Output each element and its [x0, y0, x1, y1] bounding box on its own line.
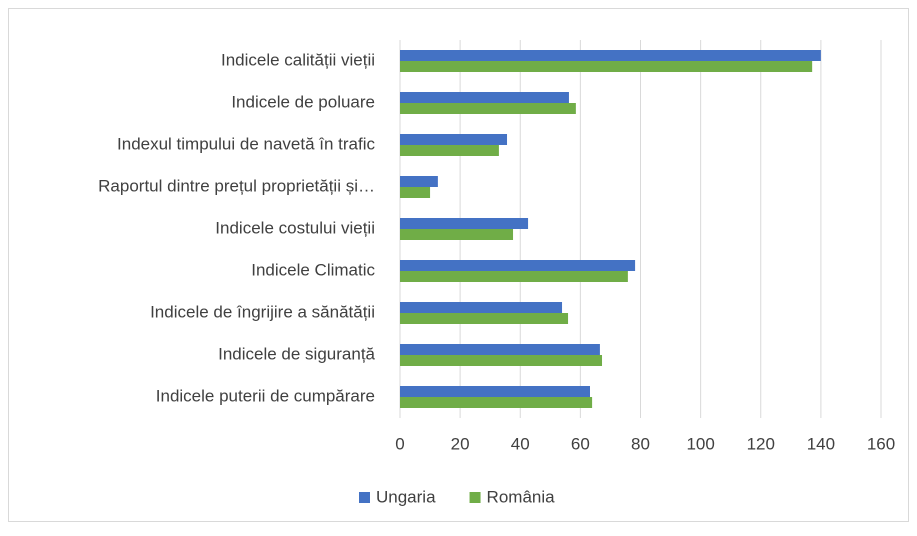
y-tick-label: Raportul dintre prețul proprietății și…	[98, 176, 375, 195]
bar	[400, 61, 813, 72]
y-tick-label: Indicele de siguranță	[218, 344, 375, 363]
x-tick-label: 0	[395, 434, 404, 453]
bar	[400, 313, 569, 324]
bar	[400, 397, 593, 408]
bar	[400, 355, 603, 366]
y-tick-label: Indexul timpului de navetă în trafic	[117, 134, 375, 153]
bar	[400, 386, 590, 397]
x-tick-label: 40	[511, 434, 530, 453]
x-tick-label: 100	[686, 434, 714, 453]
bar	[400, 344, 600, 355]
x-tick-label: 60	[571, 434, 590, 453]
bar	[400, 271, 628, 282]
bar	[400, 218, 529, 229]
bar	[400, 229, 514, 240]
bar	[400, 187, 431, 198]
x-tick-label: 20	[451, 434, 470, 453]
x-tick-label: 140	[807, 434, 835, 453]
bar	[400, 92, 569, 103]
y-tick-label: Indicele costului vieții	[215, 218, 375, 237]
y-tick-label: Indicele calității vieții	[221, 50, 375, 69]
legend-label: România	[487, 487, 556, 506]
bar	[400, 176, 438, 187]
y-tick-label: Indicele de poluare	[231, 92, 375, 111]
y-tick-label: Indicele Climatic	[251, 260, 375, 279]
x-tick-label: 160	[867, 434, 895, 453]
legend-label: Ungaria	[376, 487, 436, 506]
bar	[400, 302, 563, 313]
bar	[400, 145, 499, 156]
y-tick-label: Indicele puterii de cumpărare	[156, 386, 375, 405]
legend-swatch	[469, 492, 481, 503]
bar	[400, 50, 821, 61]
x-tick-label: 120	[747, 434, 775, 453]
y-tick-label: Indicele de îngrijire a sănătății	[150, 302, 375, 321]
bar	[400, 260, 636, 271]
bar	[400, 134, 508, 145]
bar	[400, 103, 576, 114]
x-tick-label: 80	[631, 434, 650, 453]
legend-swatch	[359, 492, 370, 503]
